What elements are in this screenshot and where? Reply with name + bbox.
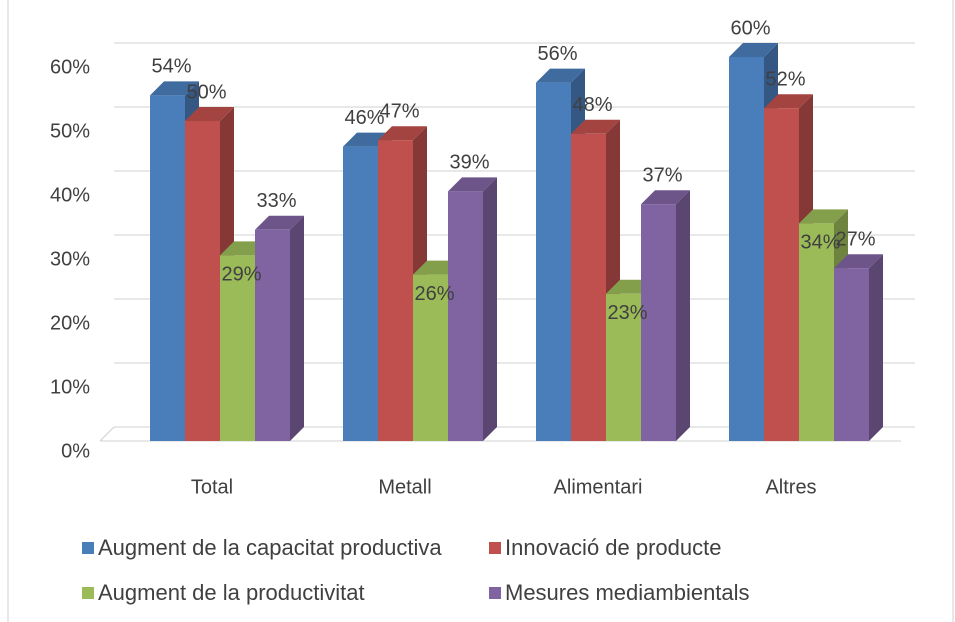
- data-label: 56%: [537, 43, 577, 65]
- data-label: 23%: [607, 302, 647, 324]
- bar-front: [448, 191, 483, 441]
- bar-side: [483, 177, 497, 441]
- legend-label: Innovació de producte: [505, 535, 722, 560]
- bar-top: [536, 68, 585, 83]
- data-label: 47%: [379, 100, 419, 122]
- bar-front: [343, 146, 378, 441]
- bar-front: [255, 229, 290, 441]
- y-tick-label: 40%: [50, 184, 90, 206]
- bar-front: [220, 255, 255, 441]
- legend-label: Augment de la capacitat productiva: [98, 535, 442, 560]
- bar-front: [150, 95, 185, 442]
- bar-front: [606, 293, 641, 441]
- x-tick-label: Altres: [765, 476, 816, 498]
- legend-swatch: [489, 542, 501, 554]
- bar-side: [290, 215, 304, 441]
- legend-swatch: [489, 587, 501, 599]
- bar: [448, 177, 497, 441]
- bar-front: [764, 108, 799, 441]
- bar-top: [185, 107, 234, 121]
- x-tick-label: Alimentari: [554, 476, 643, 498]
- data-label: 34%: [800, 232, 840, 254]
- bar-front: [729, 57, 764, 441]
- floor-edge: [99, 426, 115, 442]
- legend-label: Augment de la productivitat: [98, 580, 365, 605]
- bar-front: [834, 268, 869, 441]
- y-tick-label: 30%: [50, 248, 90, 270]
- bar-side: [676, 190, 690, 441]
- bar: [255, 215, 304, 441]
- bar-top: [641, 190, 690, 205]
- bar-top: [150, 81, 199, 96]
- y-tick-label: 10%: [50, 376, 90, 398]
- chart-border: [7, 0, 954, 622]
- y-tick-label: 50%: [50, 120, 90, 142]
- data-label: 37%: [642, 164, 682, 186]
- data-label: 52%: [765, 68, 805, 90]
- data-label: 27%: [835, 228, 875, 250]
- data-label: 48%: [572, 94, 612, 116]
- data-label: 33%: [256, 190, 296, 212]
- data-label: 60%: [730, 17, 770, 39]
- bar-top: [378, 126, 427, 141]
- y-tick-label: 20%: [50, 312, 90, 334]
- bar-front: [185, 121, 220, 441]
- legend-swatch: [82, 542, 94, 554]
- data-label: 50%: [186, 81, 226, 103]
- bar-top: [255, 215, 304, 230]
- bar-front: [641, 204, 676, 441]
- bar-top: [448, 177, 497, 192]
- bar-side: [869, 254, 883, 441]
- data-label: 54%: [151, 56, 191, 78]
- bar: [834, 254, 883, 441]
- bar-top: [764, 94, 813, 109]
- bar-top: [571, 119, 620, 134]
- bar-front: [799, 223, 834, 441]
- bar-front: [413, 274, 448, 441]
- bar-front: [378, 140, 413, 441]
- bar-top: [729, 43, 778, 57]
- y-tick-label: 60%: [50, 56, 90, 78]
- bar-top: [799, 209, 848, 224]
- legend-swatch: [82, 587, 94, 599]
- data-label: 29%: [221, 264, 261, 286]
- bar: [378, 126, 427, 441]
- bar: [185, 107, 234, 441]
- data-label: 46%: [344, 107, 384, 129]
- bar-top: [834, 254, 883, 269]
- y-tick-label: 0%: [61, 440, 90, 462]
- bar: [641, 190, 690, 441]
- data-label: 26%: [414, 283, 454, 305]
- data-label: 39%: [449, 152, 489, 174]
- bar-front: [536, 82, 571, 441]
- x-tick-label: Total: [191, 476, 233, 498]
- bar-front: [571, 133, 606, 442]
- x-tick-label: Metall: [378, 476, 431, 498]
- legend-label: Mesures mediambientals: [505, 580, 750, 605]
